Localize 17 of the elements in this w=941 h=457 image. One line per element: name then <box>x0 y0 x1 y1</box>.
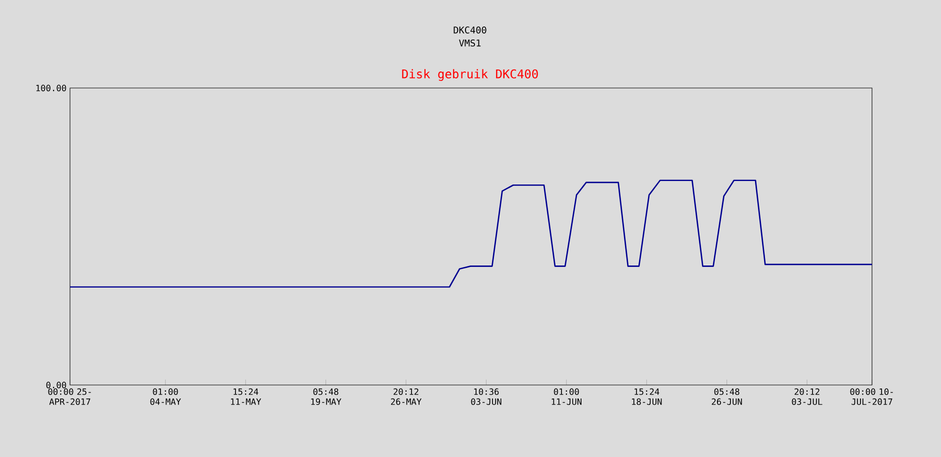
y-tick-label: 100.00 <box>36 84 66 92</box>
x-tick-label: 10:36 03-JUN <box>471 388 502 405</box>
line-series <box>70 180 872 288</box>
chart-title: DKC400 <box>454 26 486 34</box>
text: Disk gebruik DKC400 <box>402 69 538 81</box>
x-tick-label: 01:00 11-JUN <box>552 388 582 405</box>
chart-subtitle: VMS1 <box>459 39 481 47</box>
x-tick-label: 00:00 10-JUL-2017 <box>850 388 893 405</box>
x-tick-label: 15:24 18-JUN <box>632 388 662 405</box>
x-tick-label: 00:00 25-APR-2017 <box>48 388 91 405</box>
x-tick-label: 05:48 19-MAY <box>311 388 342 405</box>
x-tick-label: 01:00 04-MAY <box>150 388 181 405</box>
x-tick-label: 15:24 11-MAY <box>231 388 262 405</box>
y-tick-label: 0.00 <box>46 382 66 388</box>
x-tick-label: 20:12 26-MAY <box>391 388 422 405</box>
x-tick-label: 05:48 26-JUN <box>712 388 742 405</box>
x-tick-label: 20:12 03-JUL <box>792 388 822 405</box>
